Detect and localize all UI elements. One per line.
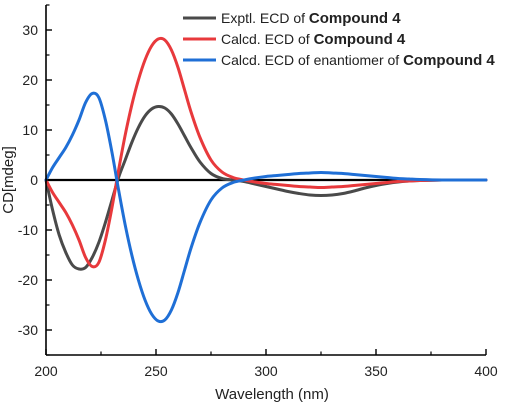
legend-compound: Compound 4 bbox=[403, 52, 495, 69]
series-line-3 bbox=[44, 91, 488, 324]
y-tick-label: 10 bbox=[22, 122, 38, 138]
legend-compound: Compound 4 bbox=[314, 31, 406, 48]
legend-label-3: Calcd. ECD of enantiomer of Compound 4 bbox=[221, 52, 495, 69]
x-tick-label: 200 bbox=[34, 363, 58, 379]
y-tick-label: -10 bbox=[18, 222, 38, 238]
legend-prefix: Calcd. ECD of enantiomer of bbox=[221, 52, 403, 68]
legend-prefix: Exptl. ECD of bbox=[221, 10, 309, 26]
y-tick-label: 30 bbox=[22, 22, 38, 38]
x-tick-label: 250 bbox=[144, 363, 168, 379]
x-tick-label: 300 bbox=[254, 363, 278, 379]
x-tick-label: 350 bbox=[364, 363, 388, 379]
y-tick-label: -20 bbox=[18, 272, 38, 288]
plot-lines bbox=[44, 36, 488, 324]
legend-label-2: Calcd. ECD of Compound 4 bbox=[221, 31, 406, 48]
series-line-2 bbox=[44, 36, 488, 269]
x-axis-title: Wavelength (nm) bbox=[215, 386, 329, 403]
legend-compound: Compound 4 bbox=[309, 10, 401, 27]
legend-prefix: Calcd. ECD of bbox=[221, 31, 314, 47]
y-tick-label: 20 bbox=[22, 72, 38, 88]
y-axis-title: CD[mdeg] bbox=[0, 146, 17, 214]
x-tick-label: 400 bbox=[474, 363, 498, 379]
y-tick-label: 0 bbox=[30, 172, 38, 188]
axes: 200 250 300 350 400 -30 -20 -10 0 10 20 30 bbox=[18, 4, 498, 379]
series-line-1 bbox=[44, 104, 488, 271]
legend-label-1: Exptl. ECD of Compound 4 bbox=[221, 10, 401, 27]
y-tick-label: -30 bbox=[18, 322, 38, 338]
